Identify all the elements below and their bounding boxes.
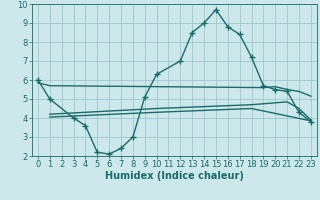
X-axis label: Humidex (Indice chaleur): Humidex (Indice chaleur): [105, 171, 244, 181]
